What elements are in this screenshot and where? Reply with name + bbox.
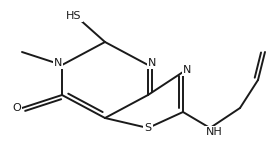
Text: N: N	[183, 65, 191, 75]
Text: N: N	[54, 58, 62, 68]
Text: S: S	[144, 123, 152, 133]
Text: HS: HS	[66, 11, 82, 21]
Text: NH: NH	[206, 127, 222, 137]
Text: O: O	[13, 103, 21, 113]
Text: N: N	[148, 58, 156, 68]
